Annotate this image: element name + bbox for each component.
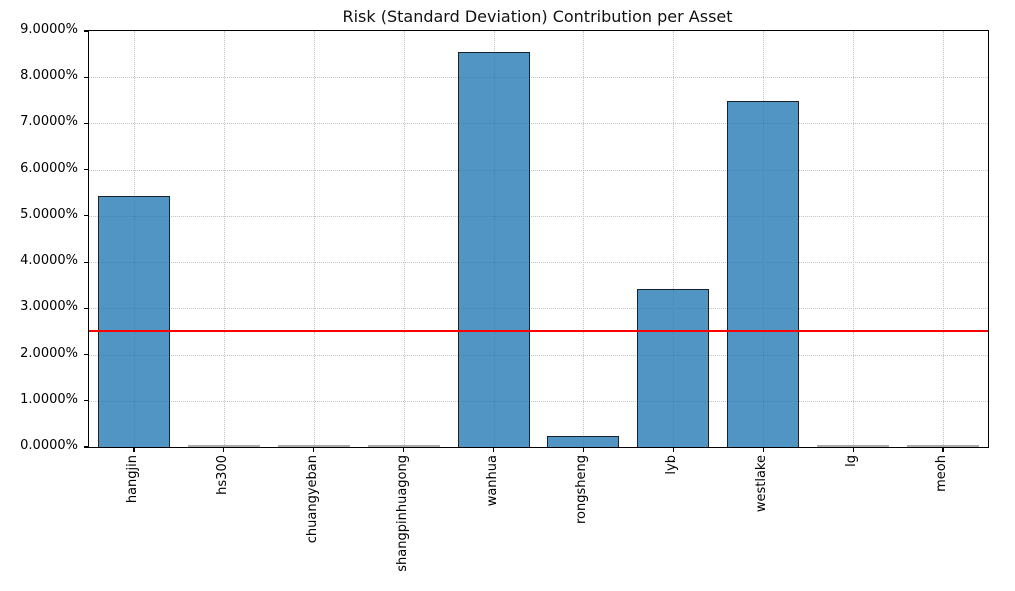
- y-axis-tick-label: 6.0000%: [20, 160, 78, 176]
- bar-meoh: [907, 445, 980, 447]
- bar-chuangyeban: [277, 445, 350, 447]
- bar-westlake: [727, 101, 800, 447]
- bar-lyb: [637, 288, 710, 447]
- bar-lg: [817, 445, 890, 447]
- y-axis-tick-label: 1.0000%: [20, 391, 78, 407]
- x-tick-mark: [762, 447, 764, 452]
- bar-wanhua: [457, 52, 530, 447]
- x-axis-tick-label-wrap: meoh: [934, 455, 950, 492]
- x-axis-tick-label: wanhua: [484, 455, 500, 507]
- y-axis-tick-label: 7.0000%: [20, 114, 78, 130]
- bar-hangjin: [97, 195, 170, 447]
- gridline-horizontal: [89, 354, 988, 356]
- y-tick-mark: [84, 400, 89, 402]
- y-tick-mark: [84, 353, 89, 356]
- plot-area: [84, 30, 989, 452]
- y-tick-mark: [84, 169, 89, 171]
- bar-hs300: [187, 445, 260, 447]
- x-axis-tick-label-wrap: chuangyeban: [305, 455, 321, 543]
- x-axis-tick-label: meoh: [934, 455, 950, 492]
- gridline-vertical: [853, 31, 855, 447]
- y-tick-mark: [84, 446, 89, 448]
- x-axis-tick-label-wrap: lg: [844, 455, 860, 467]
- chart-title: Risk (Standard Deviation) Contribution p…: [342, 7, 733, 26]
- x-axis-tick-label-wrap: lyb: [664, 455, 680, 475]
- x-tick-mark: [133, 447, 135, 452]
- gridline-vertical: [943, 31, 945, 447]
- gridline-horizontal: [89, 169, 988, 171]
- y-axis-tick-label: 2.0000%: [20, 345, 78, 361]
- y-tick-mark: [84, 76, 89, 78]
- gridline-vertical: [313, 31, 315, 447]
- x-tick-mark: [403, 447, 405, 452]
- gridline-vertical: [223, 31, 225, 447]
- x-axis-tick-label-wrap: westlake: [754, 455, 770, 512]
- gridline-horizontal: [89, 77, 988, 79]
- x-tick-mark: [223, 447, 225, 452]
- y-axis-tick-label: 8.0000%: [20, 68, 78, 84]
- gridline-horizontal: [89, 123, 988, 125]
- y-tick-mark: [84, 261, 89, 263]
- x-axis-tick-label-wrap: hs300: [215, 455, 231, 495]
- y-tick-mark: [84, 122, 89, 125]
- gridline-vertical: [673, 31, 675, 447]
- y-axis-tick-label: 0.0000%: [20, 438, 78, 453]
- bar-shangpinhuagong: [367, 445, 440, 447]
- x-axis-tick-label: lg: [844, 455, 860, 467]
- gridline-horizontal: [89, 308, 988, 310]
- y-tick-mark: [84, 30, 89, 32]
- x-tick-mark: [582, 447, 585, 452]
- threshold-line: [89, 330, 988, 333]
- x-axis-tick-label: shangpinhuagong: [394, 455, 410, 572]
- y-tick-mark: [84, 215, 89, 217]
- gridline-horizontal: [89, 400, 988, 402]
- x-axis-tick-label: rongsheng: [574, 455, 590, 525]
- bar-rongsheng: [547, 436, 620, 447]
- gridline-vertical: [583, 31, 585, 447]
- x-tick-mark: [313, 447, 315, 452]
- y-tick-mark: [84, 307, 89, 309]
- gridline-horizontal: [89, 215, 988, 217]
- y-axis-tick-label: 5.0000%: [20, 206, 78, 222]
- x-axis-tick-label: hs300: [214, 455, 230, 495]
- gridline-horizontal: [89, 262, 988, 264]
- gridline-vertical: [403, 31, 405, 447]
- x-axis-tick-label: chuangyeban: [304, 455, 320, 544]
- x-axis-labels: hangjin hs300 chuangyeban shangpinhuagong wa…: [88, 455, 987, 585]
- x-axis-tick-label: westlake: [754, 455, 770, 513]
- x-axis-tick-label-wrap: rongsheng: [574, 455, 590, 524]
- x-axis-tick-label-wrap: shangpinhuagong: [395, 455, 411, 572]
- y-axis-labels: 0.0000% 1.0000% 2.0000% 3.0000% 4.0000% 5.000…: [0, 22, 78, 453]
- y-axis-tick-label: 9.0000%: [20, 22, 78, 37]
- x-tick-mark: [672, 447, 674, 452]
- y-axis-tick-label: 4.0000%: [20, 253, 78, 269]
- x-tick-mark: [942, 447, 944, 452]
- x-axis-tick-label: hangjin: [124, 455, 140, 504]
- x-axis-tick-label-wrap: wanhua: [485, 455, 501, 506]
- x-tick-mark: [492, 447, 495, 452]
- y-axis-tick-label: 3.0000%: [20, 299, 78, 315]
- x-axis-tick-label-wrap: hangjin: [125, 455, 141, 503]
- x-axis-tick-label: lyb: [664, 455, 680, 475]
- x-tick-mark: [852, 447, 854, 452]
